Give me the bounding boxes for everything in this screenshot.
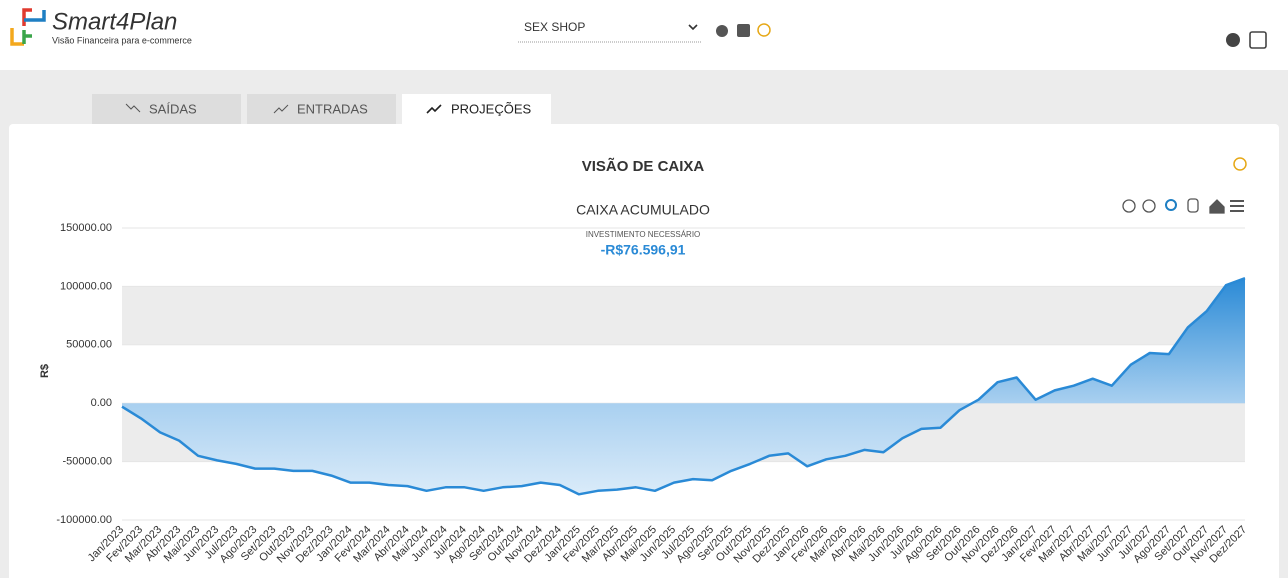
tab-label[interactable]: SAÍDAS <box>149 101 197 116</box>
add-icon[interactable] <box>737 24 750 37</box>
reset[interactable] <box>1209 199 1225 214</box>
select-arrow[interactable] <box>688 24 698 31</box>
tab[interactable] <box>247 94 396 124</box>
tab-icon <box>426 104 442 114</box>
tab-label[interactable]: ENTRADAS <box>297 101 368 116</box>
y-tick-label: -50000.00 <box>62 456 112 468</box>
zoom-in[interactable] <box>1122 199 1136 213</box>
logo-text: Smart4Plan <box>52 8 177 35</box>
y-tick-label: 50000.00 <box>66 339 112 351</box>
store-select[interactable]: SEX SHOP <box>524 20 585 34</box>
user-icon[interactable] <box>1226 33 1240 47</box>
y-tick-label: 150000.00 <box>60 222 112 234</box>
card <box>9 124 1279 583</box>
zoom-out[interactable] <box>1142 199 1156 213</box>
header <box>0 0 1288 70</box>
tab-label[interactable]: PROJEÇÕES <box>451 101 532 116</box>
toolbar <box>1122 198 1244 214</box>
tab-active[interactable] <box>402 94 551 126</box>
y-axis-label: R$ <box>39 364 51 378</box>
help-icon[interactable] <box>757 23 771 37</box>
settings-icon[interactable] <box>716 25 728 37</box>
tab-icon <box>125 103 141 113</box>
menu[interactable] <box>1230 200 1244 212</box>
area-line <box>121 277 1246 496</box>
y-tick-label: -100000.00 <box>56 514 112 526</box>
tab[interactable] <box>92 94 241 124</box>
chart-subtitle: INVESTIMENTO NECESSÁRIO <box>586 230 701 239</box>
card-title: VISÃO DE CAIXA <box>582 157 705 175</box>
grid-band <box>122 286 1245 345</box>
tagline: Visão Financeira para e-commerce <box>52 35 192 45</box>
area-fill <box>122 278 1245 495</box>
pan[interactable] <box>1187 198 1199 213</box>
tab-icon <box>273 104 289 114</box>
help-icon[interactable] <box>1233 157 1247 171</box>
chart-title: CAIXA ACUMULADO <box>576 202 710 218</box>
logo-icon <box>10 8 46 46</box>
zoom-select[interactable] <box>1165 199 1177 211</box>
highlight-value: -R$76.596,91 <box>601 242 686 258</box>
y-tick-label: 100000.00 <box>60 280 112 292</box>
logout-icon[interactable] <box>1249 31 1267 49</box>
y-tick-label: 0.00 <box>91 397 112 409</box>
